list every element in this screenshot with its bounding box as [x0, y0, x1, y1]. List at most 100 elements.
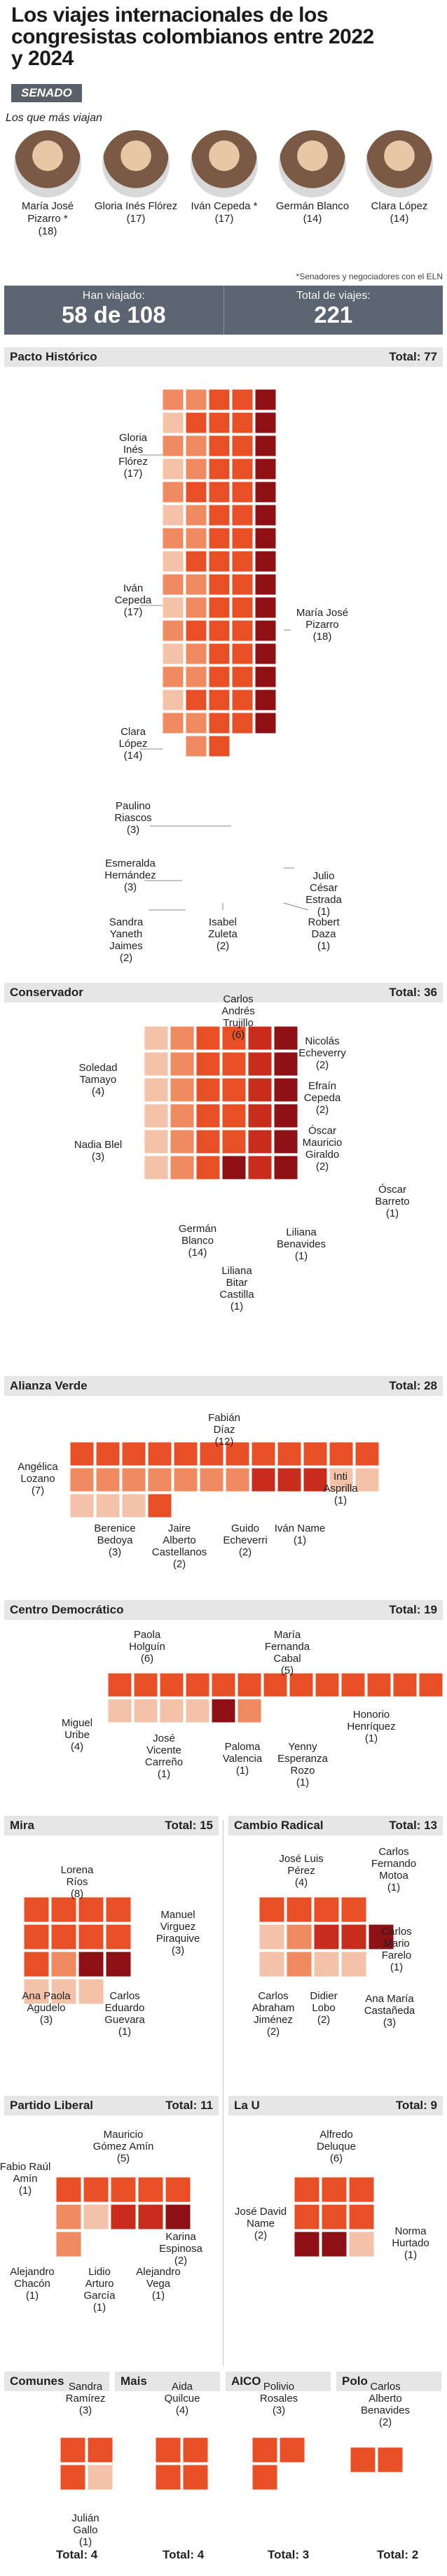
waffle-cell — [329, 1467, 354, 1492]
waffle-cell — [254, 550, 277, 573]
waffle-cell — [251, 1467, 276, 1492]
member-label: Isabel Zuleta (2) — [208, 916, 238, 952]
waffle-cell — [254, 504, 277, 526]
waffle-cell — [185, 504, 207, 526]
column-divider — [223, 1820, 224, 2366]
waffle-cell — [231, 573, 254, 596]
waffle-cell — [105, 1951, 132, 1977]
waffle-cell — [321, 2231, 348, 2258]
member-label: Jaire Alberto Castellanos (2) — [152, 1522, 207, 1570]
member-label: Carlos Alberto Benavides (2) — [361, 2381, 410, 2428]
waffle-cell — [350, 2446, 376, 2473]
waffle-cell — [273, 1077, 298, 1102]
waffle-cell — [273, 1129, 298, 1154]
waffle-cell — [144, 1077, 169, 1102]
waffle-cell — [195, 1026, 221, 1051]
waffle-cell — [110, 2176, 137, 2203]
member-label: Aida Quilcue (4) — [165, 2381, 200, 2416]
party-name: Partido Liberal — [10, 2099, 94, 2112]
waffle-cell — [170, 1051, 195, 1077]
party-header: Mira Total: 15 — [4, 1816, 219, 1835]
waffle-cell — [259, 1924, 285, 1950]
waffle-cell — [237, 1672, 262, 1698]
stat-label: Han viajado: — [82, 290, 145, 302]
waffle-cell — [221, 1077, 247, 1102]
waffle-cell — [159, 1672, 184, 1698]
waffle-cell — [355, 1467, 380, 1492]
waffle-cell — [254, 481, 277, 503]
waffle-cell — [259, 1951, 285, 1977]
member-label: Lorena Ríos (8) — [61, 1864, 94, 1900]
top-traveler: Iván Cepeda * (17) — [182, 130, 266, 225]
waffle-cell — [162, 712, 184, 734]
party-total: Total: 2 — [377, 2548, 419, 2561]
waffle-cell — [294, 2204, 320, 2230]
waffle-cell — [231, 458, 254, 480]
waffle-cell — [182, 2437, 209, 2463]
member-label: José David Name (2) — [235, 2206, 287, 2241]
waffle-cell — [348, 2204, 375, 2230]
member-label: Didier Lobo (2) — [310, 1990, 337, 2026]
waffle-cell — [60, 2437, 86, 2463]
waffle-cell — [329, 1441, 354, 1466]
waffle-cell — [185, 689, 207, 711]
party-header: Partido Liberal Total: 11 — [4, 2096, 219, 2115]
waffle-cell — [83, 2176, 109, 2203]
waffle-cell — [50, 1978, 77, 2005]
waffle-cell — [247, 1103, 273, 1128]
waffle-cell — [50, 1924, 77, 1950]
party-total: Total: 3 — [268, 2548, 310, 2561]
party-header: Pacto Histórico Total: 77 — [4, 347, 443, 367]
party-name: Comunes — [10, 2374, 64, 2388]
member-label: Miguel Uribe (4) — [62, 1717, 92, 1753]
waffle-cell — [199, 1441, 224, 1466]
waffle-cell — [294, 2176, 320, 2203]
waffle-cell — [110, 2204, 137, 2230]
stats-bar: Han viajado: 58 de 108 Total de viajes: … — [4, 286, 443, 335]
waffle-cell — [50, 1896, 77, 1923]
waffle-cell — [162, 620, 184, 642]
waffle-cell — [254, 573, 277, 596]
waffle-cell — [185, 643, 207, 665]
portrait-image — [279, 130, 346, 197]
party-header: Conservador Total: 36 — [4, 983, 443, 1002]
waffle-cell — [231, 596, 254, 619]
waffle-cell — [341, 1896, 367, 1923]
party-total: Total: 28 — [389, 1379, 437, 1392]
party-total: Total: 9 — [395, 2099, 437, 2112]
waffle-cell — [221, 1129, 247, 1154]
waffle-cell — [303, 1441, 328, 1466]
top-traveler-name: Gloria Inés Flórez — [94, 200, 178, 212]
party-name: Polo — [342, 2374, 368, 2388]
waffle-cell — [170, 1026, 195, 1051]
waffle-cell — [273, 1026, 298, 1051]
waffle-cell — [78, 1951, 104, 1977]
waffle-cell — [273, 1155, 298, 1180]
waffle-cell — [254, 620, 277, 642]
waffle-cell — [162, 643, 184, 665]
waffle-cell — [247, 1077, 273, 1102]
member-label: Ana María Castañeda (3) — [364, 1993, 415, 2029]
waffle-cell — [185, 620, 207, 642]
member-label: Sandra Yaneth Jaimes (2) — [109, 916, 144, 964]
member-label: Alejandro Vega (1) — [136, 2266, 180, 2302]
waffle-cell — [231, 550, 254, 573]
waffle-cell — [144, 1026, 169, 1051]
member-label: Gloria Inés Flórez (17) — [118, 432, 148, 479]
waffle-cell — [87, 2437, 114, 2463]
member-label: Liliana Bitar Castilla (1) — [219, 1265, 254, 1312]
party-total: Total: 36 — [389, 986, 437, 999]
member-label: José Luis Pérez (4) — [279, 1853, 323, 1889]
waffle-cell — [185, 527, 207, 550]
waffle-cell — [105, 1896, 132, 1923]
top-traveler-name: Germán Blanco — [275, 200, 350, 212]
waffle-cell — [286, 1896, 312, 1923]
member-label: Nadia Blel (3) — [74, 1139, 122, 1163]
waffle-cell — [144, 1155, 169, 1180]
waffle-cell — [252, 2437, 278, 2463]
waffle-cell — [286, 1924, 312, 1950]
waffle-cell — [185, 458, 207, 480]
party-name: Alianza Verde — [10, 1379, 88, 1392]
waffle-cell — [69, 1467, 95, 1492]
member-label: Lidio Arturo García (1) — [83, 2266, 116, 2314]
